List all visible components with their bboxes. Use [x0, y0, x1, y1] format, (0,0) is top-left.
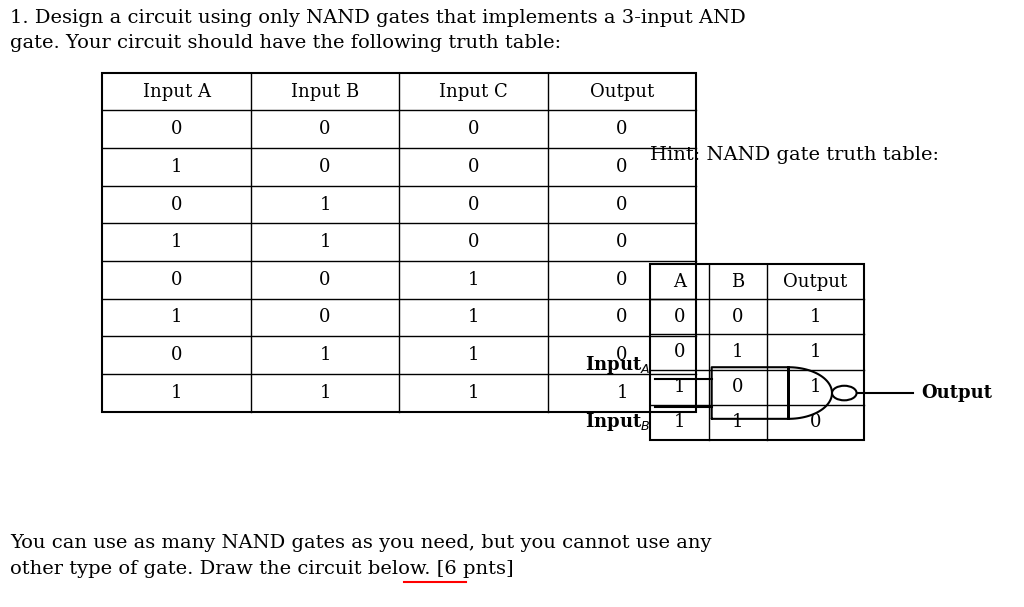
Text: 1: 1 [468, 308, 479, 327]
Text: 0: 0 [468, 120, 479, 138]
Text: Output: Output [590, 83, 654, 101]
Text: 0: 0 [171, 120, 182, 138]
Text: 1: 1 [171, 233, 182, 251]
Text: 0: 0 [616, 120, 628, 138]
Text: 0: 0 [468, 233, 479, 251]
Text: 1: 1 [171, 308, 182, 327]
Text: 0: 0 [810, 413, 821, 432]
Text: 0: 0 [616, 308, 628, 327]
Text: 1: 1 [171, 158, 182, 176]
Text: 0: 0 [674, 308, 685, 326]
Text: 0: 0 [319, 158, 331, 176]
Text: 0: 0 [468, 195, 479, 214]
Text: A: A [673, 273, 686, 291]
Text: 0: 0 [616, 233, 628, 251]
Text: 0: 0 [171, 195, 182, 214]
Text: You can use as many NAND gates as you need, but you cannot use any
other type of: You can use as many NAND gates as you ne… [10, 534, 712, 578]
Text: B: B [731, 273, 744, 291]
Text: 0: 0 [319, 308, 331, 327]
Text: 1: 1 [171, 384, 182, 402]
Text: 0: 0 [171, 271, 182, 289]
Text: 1: 1 [319, 384, 331, 402]
Text: Output: Output [783, 273, 848, 291]
Text: 1: 1 [319, 233, 331, 251]
Text: 1: 1 [468, 346, 479, 364]
Text: Output: Output [922, 384, 992, 402]
Text: 1: 1 [468, 384, 479, 402]
Text: 1: 1 [810, 308, 821, 326]
Text: 0: 0 [319, 120, 331, 138]
Text: 0: 0 [732, 308, 743, 326]
Text: 0: 0 [616, 346, 628, 364]
Text: 0: 0 [468, 158, 479, 176]
Text: 1. Design a circuit using only NAND gates that implements a 3-input AND
gate. Yo: 1. Design a circuit using only NAND gate… [10, 9, 746, 52]
Text: 0: 0 [616, 195, 628, 214]
Text: 0: 0 [319, 271, 331, 289]
Text: Hint: NAND gate truth table:: Hint: NAND gate truth table: [650, 146, 939, 164]
Text: 1: 1 [468, 271, 479, 289]
Text: 1: 1 [319, 195, 331, 214]
Circle shape [831, 386, 856, 401]
Text: 1: 1 [674, 378, 685, 396]
Text: 1: 1 [319, 346, 331, 364]
Text: Input C: Input C [439, 83, 508, 101]
Text: 1: 1 [732, 343, 743, 361]
Text: 1: 1 [616, 384, 628, 402]
Text: 0: 0 [171, 346, 182, 364]
Text: Input B: Input B [291, 83, 359, 101]
Text: 1: 1 [810, 343, 821, 361]
Text: Input A: Input A [142, 83, 211, 101]
Text: 1: 1 [674, 413, 685, 432]
Text: Input$_B$: Input$_B$ [585, 410, 650, 433]
Text: 0: 0 [616, 271, 628, 289]
Text: Input$_A$: Input$_A$ [585, 353, 650, 376]
Text: 0: 0 [674, 343, 685, 361]
Text: 0: 0 [732, 378, 743, 396]
Text: 1: 1 [732, 413, 743, 432]
Text: 1: 1 [810, 378, 821, 396]
Text: 0: 0 [616, 158, 628, 176]
